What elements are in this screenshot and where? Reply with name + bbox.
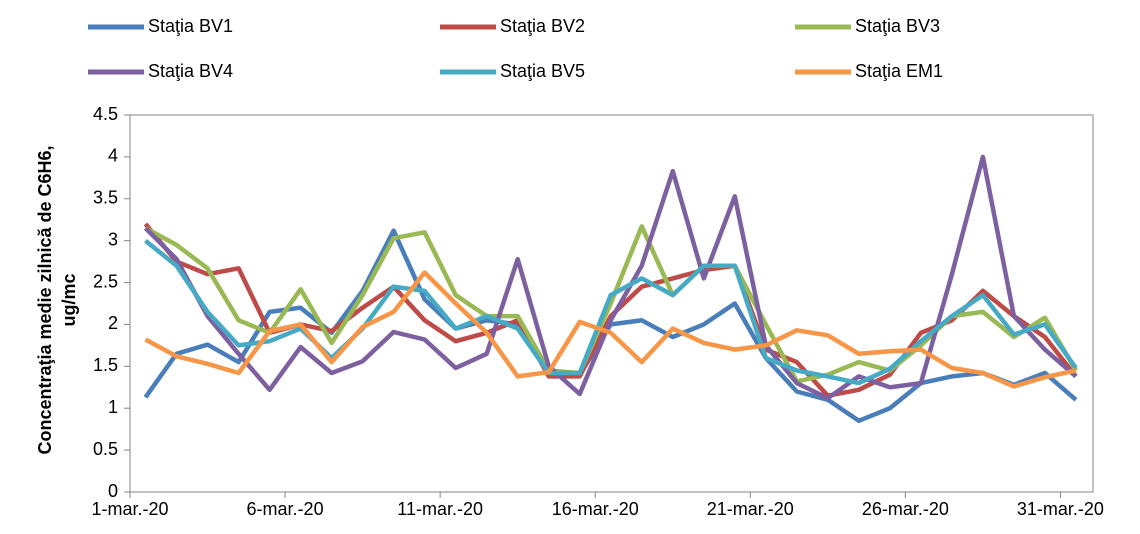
y-tick-label: 4 <box>108 146 118 166</box>
y-tick-label: 2 <box>108 313 118 333</box>
legend-label: Staţia BV4 <box>148 61 233 81</box>
legend-label: Staţia BV1 <box>148 16 233 36</box>
series-line <box>143 154 1078 401</box>
x-tick-label: 21-mar.-20 <box>707 499 794 519</box>
legend-label: Staţia EM1 <box>855 61 943 81</box>
series-line <box>144 270 1077 389</box>
y-axis-title: Concentraţia medie zilnică de C6H6, ug/m… <box>35 145 79 454</box>
y-tick-label: 1 <box>108 397 118 417</box>
x-tick-label: 6-mar.-20 <box>247 499 324 519</box>
legend-label: Staţia BV5 <box>500 61 585 81</box>
x-tick-label: 31-mar.-20 <box>1017 499 1104 519</box>
y-tick-label: 3 <box>108 229 118 249</box>
legend-label: Staţia BV3 <box>855 16 940 36</box>
y-tick-label: 3.5 <box>93 188 118 208</box>
x-tick-label: 1-mar.-20 <box>91 499 168 519</box>
y-axis-title-line: Concentraţia medie zilnică de C6H6, <box>35 145 55 454</box>
series-line <box>144 224 1078 384</box>
y-tick-label: 0 <box>108 481 118 501</box>
x-tick-label: 16-mar.-20 <box>552 499 639 519</box>
y-tick-label: 2.5 <box>93 271 118 291</box>
x-tick-label: 11-mar.-20 <box>397 499 483 519</box>
y-tick-label: 0.5 <box>93 439 118 459</box>
y-axis-title-line: ug/mc <box>59 273 79 326</box>
y-tick-label: 1.5 <box>93 355 118 375</box>
y-tick-label: 4.5 <box>93 104 118 124</box>
x-tick-label: 26-mar.-20 <box>862 499 949 519</box>
series-line <box>144 238 1078 386</box>
legend-label: Staţia BV2 <box>500 16 585 36</box>
